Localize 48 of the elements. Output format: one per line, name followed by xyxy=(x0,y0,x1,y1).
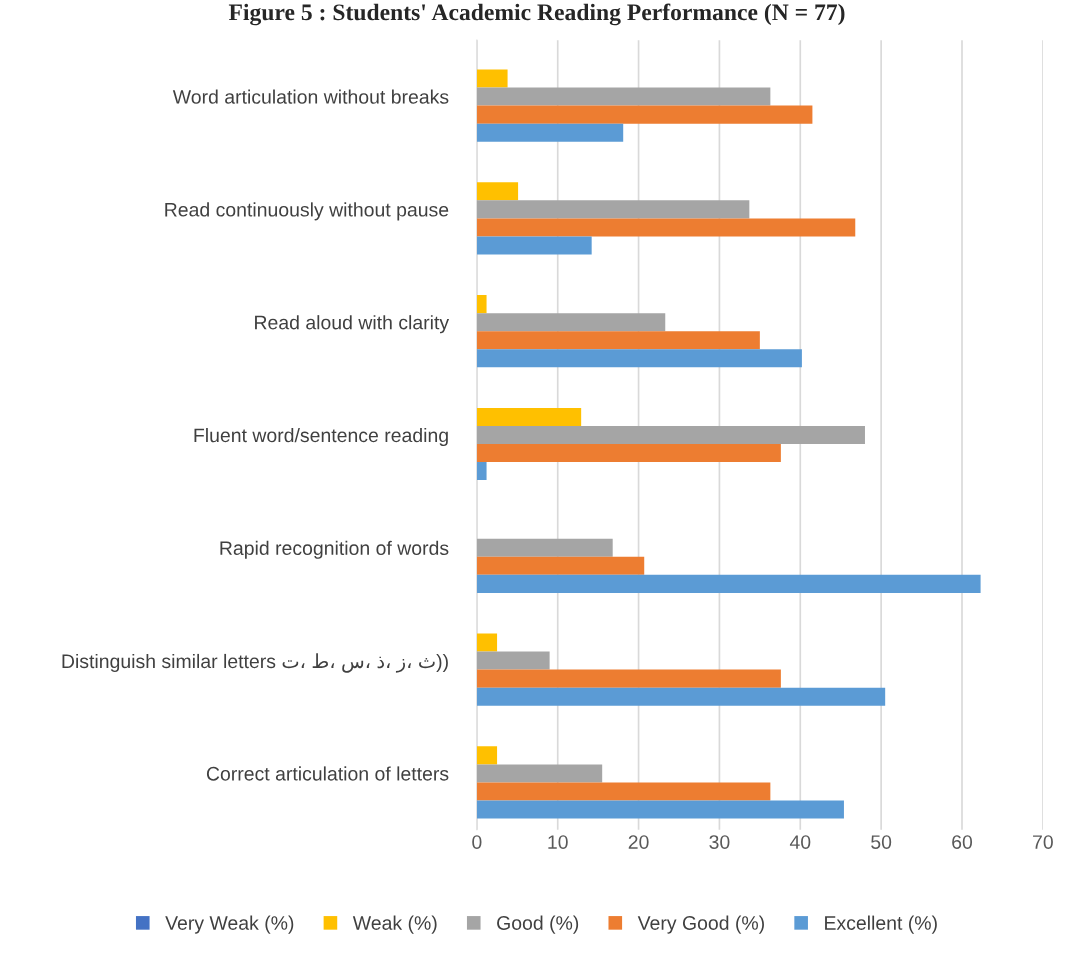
bar xyxy=(476,633,498,652)
bar xyxy=(476,218,856,237)
bar xyxy=(476,687,886,706)
x-tick-label: 10 xyxy=(548,835,568,849)
bar xyxy=(476,87,771,106)
x-tick-label: 20 xyxy=(628,835,649,849)
bar xyxy=(476,236,592,255)
legend-label: Very Weak (%) xyxy=(165,915,294,934)
x-tick-label: 30 xyxy=(709,835,730,849)
bar xyxy=(476,105,813,124)
bar xyxy=(476,669,781,688)
bar xyxy=(476,538,613,557)
bar xyxy=(476,331,760,350)
bar xyxy=(476,295,487,314)
y-tick-label: Correct articulation of letters xyxy=(206,766,449,781)
bar xyxy=(476,444,781,463)
legend-label: Weak (%) xyxy=(352,915,437,934)
bar xyxy=(476,349,802,368)
y-tick-label: Fluent word/sentence reading xyxy=(194,427,448,447)
legend-label: Good (%) xyxy=(497,915,579,934)
x-tick-label: 70 xyxy=(1033,835,1053,849)
y-tick-label: Distinguish similar letters ت، ط، س، ذ، ز، ث)) xyxy=(62,653,448,673)
bar xyxy=(476,425,865,444)
y-tick-label: Word articulation without breaks xyxy=(172,89,449,104)
bar xyxy=(476,764,603,783)
x-tick-label: 60 xyxy=(952,835,973,849)
x-tick-label: 0 xyxy=(472,835,482,849)
bar xyxy=(476,782,771,801)
bar xyxy=(476,651,550,670)
bar xyxy=(476,800,844,819)
x-tick-label: 50 xyxy=(871,835,892,849)
bar xyxy=(476,182,519,201)
bar xyxy=(476,556,645,575)
bar xyxy=(476,200,750,219)
bar xyxy=(476,746,498,765)
x-tick-label: 40 xyxy=(789,835,811,849)
legend-label: Excellent (%) xyxy=(825,915,937,934)
bar xyxy=(476,574,981,593)
bar xyxy=(476,407,582,426)
legend-label: Very Good (%) xyxy=(637,915,764,934)
bar xyxy=(476,69,508,88)
bar xyxy=(476,313,666,332)
bar xyxy=(476,123,624,142)
chart-title: Figure 5 : Students' Academic Reading Performance (N = 77) xyxy=(228,3,845,26)
y-tick-label: Read aloud with clarity xyxy=(255,315,450,334)
y-tick-label: Read continuously without pause xyxy=(165,202,449,221)
bar xyxy=(476,462,487,481)
y-tick-label: Rapid recognition of words xyxy=(220,540,449,559)
